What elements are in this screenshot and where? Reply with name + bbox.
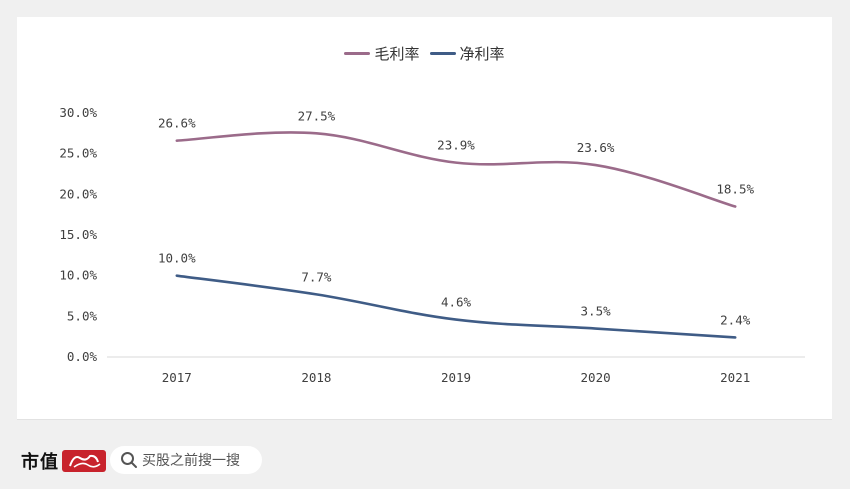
- data-labels: 26.6% 27.5% 23.9% 23.6% 18.5% 10.0% 7.7% 4.6% 3.…: [158, 108, 755, 327]
- line-chart: 0.0%5.0%10.0%15.0%20.0%25.0%30.0% 2017 20…: [59, 105, 805, 385]
- y-tick-label: 5.0%: [67, 308, 98, 323]
- y-axis: 0.0% 5.0% 10.0% 15.0% 20.0% 25.0% 30.0%: [59, 105, 97, 364]
- data-label: 27.5%: [298, 108, 336, 123]
- footer-bar: 市值 买股之前搜一搜: [0, 430, 850, 489]
- legend-item-gross: 毛利率: [344, 43, 420, 64]
- search-box[interactable]: 买股之前搜一搜: [110, 446, 262, 474]
- data-label: 26.6%: [158, 116, 196, 131]
- brand-logo[interactable]: 市值: [21, 448, 106, 474]
- brand-name: 市值: [21, 452, 59, 473]
- y-tick-label: 10.0%: [59, 268, 97, 283]
- y-tick-label: 0.0%: [67, 349, 98, 364]
- legend-label-net: 净利率: [459, 45, 505, 63]
- y-tick-label: 25.0%: [59, 146, 97, 161]
- series-layer: [175, 131, 737, 339]
- legend-swatch-net: [429, 52, 456, 55]
- x-tick-label: 2018: [301, 370, 331, 385]
- x-tick-label: 2021: [720, 370, 750, 385]
- data-label: 10.0%: [158, 251, 196, 266]
- legend-item-net: 净利率: [429, 43, 505, 64]
- chart-card: 0.0% 5.0% 10.0% 15.0% 20.0% 25.0% 30.0% 2017 20…: [17, 17, 832, 420]
- x-tick-label: 2020: [581, 370, 611, 385]
- x-tick-label: 2017: [162, 370, 192, 385]
- data-label: 2.4%: [720, 312, 751, 327]
- data-label: 4.6%: [441, 295, 472, 310]
- brand-mark-icon: [62, 450, 106, 472]
- x-axis: 2017 2018 2019 2020 2021: [162, 370, 751, 385]
- y-tick-label: 15.0%: [59, 227, 97, 242]
- data-label: 23.6%: [577, 140, 615, 155]
- search-icon: [121, 452, 137, 468]
- y-tick-label: 30.0%: [59, 105, 97, 120]
- data-label: 7.7%: [301, 269, 332, 284]
- data-label: 18.5%: [716, 182, 754, 197]
- data-label: 3.5%: [581, 304, 612, 319]
- y-tick-label: 20.0%: [59, 186, 97, 201]
- legend-swatch-gross: [344, 52, 371, 55]
- x-tick-label: 2019: [441, 370, 471, 385]
- data-label: 23.9%: [437, 138, 475, 153]
- legend: 毛利率 净利率: [17, 43, 832, 64]
- search-placeholder: 买股之前搜一搜: [142, 453, 240, 469]
- legend-label-gross: 毛利率: [374, 45, 420, 63]
